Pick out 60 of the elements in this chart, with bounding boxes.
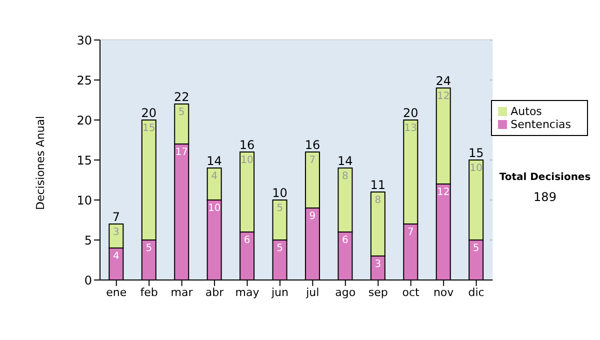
data-label: 5 (146, 243, 152, 254)
x-tick-label: dic (468, 286, 484, 299)
data-label: 7 (309, 155, 316, 166)
data-label: 10 (470, 163, 482, 174)
data-label: 5 (276, 203, 283, 214)
total-label: 22 (174, 90, 190, 104)
data-label: 3 (374, 259, 382, 270)
y-tick-label: 5 (84, 233, 92, 248)
total-label: 16 (304, 138, 320, 152)
total-label: 16 (239, 138, 255, 152)
x-tick-label: abr (205, 286, 224, 299)
data-label: 8 (342, 171, 348, 182)
data-label: 5 (276, 243, 283, 254)
data-label: 10 (208, 203, 221, 214)
data-label: 12 (436, 187, 450, 198)
total-label: 20 (141, 106, 157, 120)
y-tick-label: 25 (76, 73, 92, 88)
data-label: 13 (404, 123, 418, 134)
data-label: 6 (342, 235, 348, 246)
total-label: 7 (112, 210, 120, 224)
total-label: 14 (338, 154, 353, 168)
y-tick-label: 10 (76, 193, 92, 208)
y-tick-label: 20 (76, 113, 92, 128)
total-label: 11 (370, 178, 386, 192)
x-tick-label: feb (140, 286, 158, 299)
x-tick-label: ago (335, 286, 356, 299)
total-label: 24 (436, 74, 452, 88)
y-tick-label: 15 (76, 153, 92, 168)
y-tick-label: 30 (76, 33, 92, 48)
total-label: 20 (403, 106, 418, 120)
data-label: 9 (309, 211, 316, 222)
text: 189 (532, 190, 558, 204)
y-tick-label: 0 (84, 273, 92, 288)
data-label: 3 (112, 227, 120, 238)
x-tick-label: jul (305, 286, 320, 299)
x-tick-label: nov (433, 286, 454, 299)
data-label: 8 (374, 195, 382, 206)
text: Total Decisiones (498, 172, 592, 183)
x-tick-label: oct (402, 286, 420, 299)
data-label: 7 (407, 227, 414, 238)
data-label: 6 (244, 235, 250, 246)
data-label: 4 (112, 251, 120, 262)
legend-label: Sentencias (510, 118, 571, 131)
data-label: 4 (211, 171, 218, 182)
data-label: 5 (178, 107, 185, 118)
data-label: 12 (436, 91, 450, 102)
legend-label: Autos (510, 105, 542, 118)
total-label: 10 (272, 186, 288, 200)
total-label: 15 (468, 146, 484, 160)
data-label: 15 (142, 123, 156, 134)
data-label: 10 (240, 155, 254, 166)
x-tick-label: may (235, 286, 260, 299)
total-label: 14 (206, 154, 222, 168)
y-axis-title: Decisiones Anual (34, 116, 47, 210)
x-tick-label: jun (270, 286, 288, 299)
x-tick-label: ene (106, 286, 127, 299)
x-tick-label: sep (368, 286, 388, 299)
data-label: 17 (175, 147, 188, 158)
x-tick-label: mar (170, 286, 194, 299)
data-label: 5 (472, 243, 480, 254)
